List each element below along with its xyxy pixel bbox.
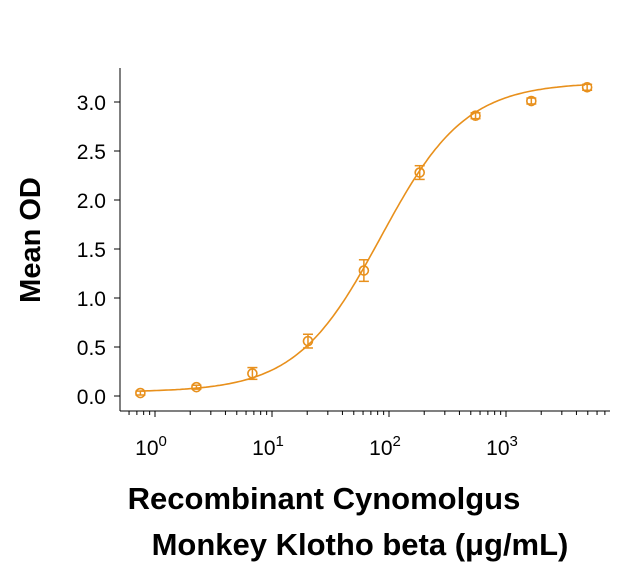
data-point (247, 366, 258, 381)
y-axis-label: Mean OD (15, 177, 47, 303)
data-points (135, 82, 593, 399)
data-point (135, 387, 146, 399)
y-tick-label: 3.0 (77, 92, 106, 115)
y-tick-label: 1.5 (77, 239, 106, 262)
x-tick-label: 103 (486, 433, 518, 460)
y-axis: 0.0 0.5 1.0 1.5 2.0 2.5 3.0 (77, 68, 121, 411)
x-tick-label: 100 (135, 433, 167, 460)
y-tick-label: 0.0 (77, 386, 106, 409)
y-tick-label: 1.0 (77, 288, 106, 311)
data-point (526, 95, 537, 107)
x-axis-label-line2: Monkey Klotho beta (μg/mL) (151, 527, 569, 562)
y-tick-label: 0.5 (77, 337, 106, 360)
data-point (414, 164, 426, 181)
data-point (302, 333, 314, 349)
data-point (581, 82, 593, 93)
data-point (191, 381, 202, 393)
y-tick-label: 2.0 (77, 190, 106, 213)
x-axis: 100 101 102 103 (120, 410, 610, 460)
x-tick-label: 101 (252, 433, 284, 460)
x-tick-label: 102 (369, 433, 401, 460)
fit-curve (140, 84, 586, 392)
x-axis-label-line1: Recombinant Cynomolgus (127, 481, 521, 516)
data-point (470, 110, 481, 122)
data-point (358, 259, 370, 283)
y-tick-label: 2.5 (77, 141, 106, 164)
